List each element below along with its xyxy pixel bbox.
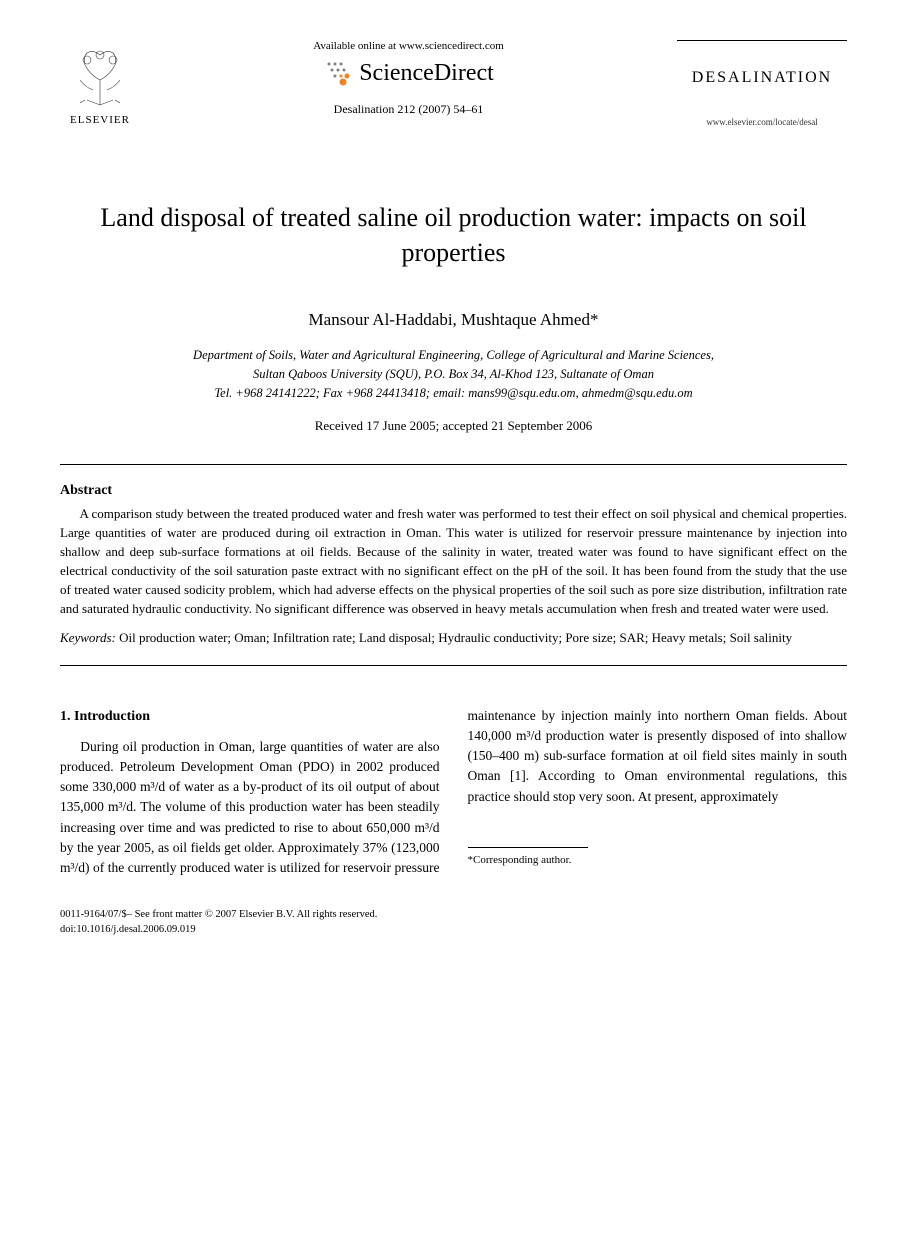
affiliation-line-3: Tel. +968 24141222; Fax +968 24413418; e… — [60, 384, 847, 403]
keywords-label: Keywords: — [60, 630, 116, 645]
abstract-text: A comparison study between the treated p… — [60, 505, 847, 618]
sciencedirect-dots-icon — [323, 58, 353, 88]
corresponding-author-footnote: *Corresponding author. — [468, 852, 848, 869]
journal-top-rule — [677, 40, 847, 41]
divider-top — [60, 464, 847, 465]
body-columns: 1. Introduction During oil production in… — [60, 706, 847, 879]
authors: Mansour Al-Haddabi, Mushtaque Ahmed* — [60, 310, 847, 330]
journal-name: DESALINATION — [677, 69, 847, 87]
elsevier-tree-icon — [65, 45, 135, 110]
sciencedirect-text: ScienceDirect — [359, 60, 494, 87]
citation: Desalination 212 (2007) 54–61 — [160, 102, 657, 117]
journal-url: www.elsevier.com/locate/desal — [677, 117, 847, 127]
divider-bottom — [60, 665, 847, 666]
elsevier-label: ELSEVIER — [70, 114, 130, 126]
affiliation: Department of Soils, Water and Agricultu… — [60, 346, 847, 402]
affiliation-line-1: Department of Soils, Water and Agricultu… — [60, 346, 847, 365]
footer-copyright: 0011-9164/07/$– See front matter © 2007 … — [60, 908, 847, 923]
elsevier-logo: ELSEVIER — [60, 40, 140, 130]
affiliation-line-2: Sultan Qaboos University (SQU), P.O. Box… — [60, 365, 847, 384]
available-online-text: Available online at www.sciencedirect.co… — [160, 40, 657, 52]
header-row: ELSEVIER Available online at www.science… — [60, 40, 847, 130]
received-accepted-dates: Received 17 June 2005; accepted 21 Septe… — [60, 418, 847, 434]
footnote-separator — [468, 847, 588, 848]
footer: 0011-9164/07/$– See front matter © 2007 … — [60, 908, 847, 937]
keywords: Keywords: Oil production water; Oman; In… — [60, 629, 847, 647]
footer-doi: doi:10.1016/j.desal.2006.09.019 — [60, 923, 847, 938]
article-title: Land disposal of treated saline oil prod… — [60, 200, 847, 270]
intro-heading: 1. Introduction — [60, 706, 440, 727]
abstract-heading: Abstract — [60, 483, 847, 499]
keywords-text: Oil production water; Oman; Infiltration… — [116, 630, 792, 645]
journal-box: DESALINATION www.elsevier.com/locate/des… — [677, 40, 847, 127]
sciencedirect-logo: ScienceDirect — [160, 58, 657, 88]
sciencedirect-block: Available online at www.sciencedirect.co… — [140, 40, 677, 117]
